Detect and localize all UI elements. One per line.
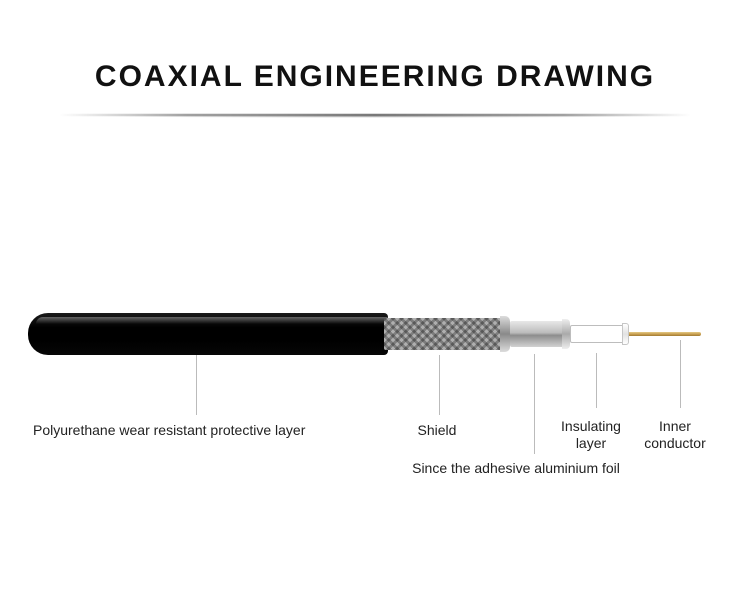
label-foil: Since the adhesive aluminium foil xyxy=(386,460,646,477)
label-jacket: Polyurethane wear resistant protective l… xyxy=(33,422,363,439)
cable-diagram xyxy=(28,313,718,373)
label-conductor: Inner conductor xyxy=(620,418,730,452)
foil-layer xyxy=(510,321,565,347)
jacket-layer xyxy=(28,313,388,355)
leader-foil xyxy=(534,354,535,454)
insulation-layer xyxy=(570,325,625,343)
shield-layer xyxy=(384,318,504,350)
shield-cap xyxy=(500,316,510,352)
leader-conductor xyxy=(680,340,681,408)
insulation-cap xyxy=(622,323,629,345)
label-shield: Shield xyxy=(397,422,477,439)
page-title: COAXIAL ENGINEERING DRAWING xyxy=(0,60,750,94)
leader-jacket xyxy=(196,355,197,415)
leader-insulation xyxy=(596,353,597,408)
conductor-layer xyxy=(629,332,701,336)
foil-cap xyxy=(562,319,570,349)
leader-shield xyxy=(439,355,440,415)
divider xyxy=(60,112,690,118)
